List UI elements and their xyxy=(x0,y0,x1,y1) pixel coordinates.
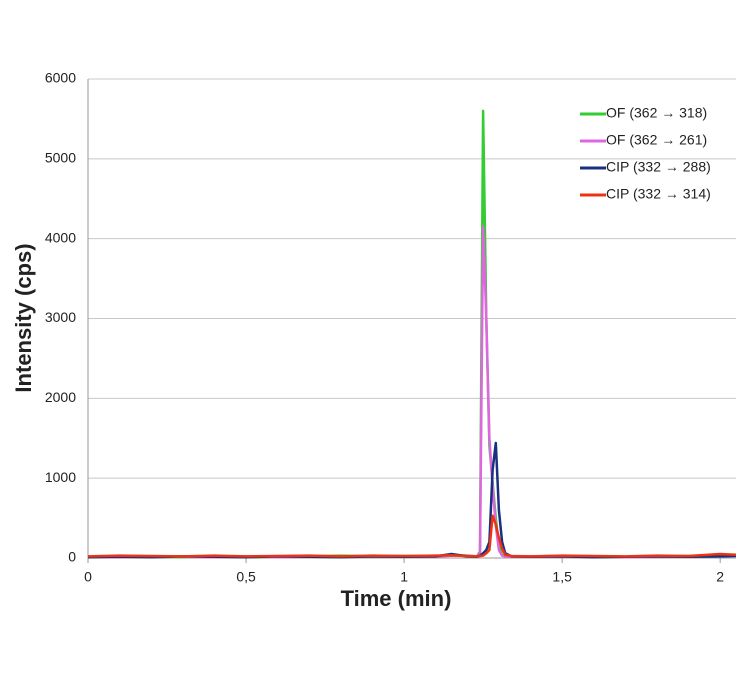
legend-label: CIP (332 → 314) xyxy=(606,186,711,202)
legend-label: OF (362 → 261) xyxy=(606,132,707,148)
y-tick-label: 1000 xyxy=(45,469,76,485)
y-axis-title: Intensity (cps) xyxy=(11,243,36,392)
data-line xyxy=(87,514,737,558)
x-tick-label: 2 xyxy=(716,569,724,585)
x-tick-label: 1 xyxy=(400,569,408,585)
y-tick-label: 0 xyxy=(68,549,76,565)
legend-label: OF (362 → 318) xyxy=(606,105,707,121)
x-tick-label: 0 xyxy=(84,569,92,585)
data-line xyxy=(87,441,737,559)
x-tick-label: 1,5 xyxy=(552,569,572,585)
data-line xyxy=(87,225,737,559)
data-line xyxy=(87,109,737,559)
x-tick-label: 0,5 xyxy=(236,569,256,585)
legend-label: CIP (332 → 288) xyxy=(606,159,711,175)
y-tick-label: 4000 xyxy=(45,229,76,245)
y-tick-label: 6000 xyxy=(45,70,76,86)
x-axis-title: Time (min) xyxy=(341,586,452,611)
y-tick-label: 5000 xyxy=(45,150,76,166)
y-tick-label: 2000 xyxy=(45,389,76,405)
y-tick-label: 3000 xyxy=(45,309,76,325)
